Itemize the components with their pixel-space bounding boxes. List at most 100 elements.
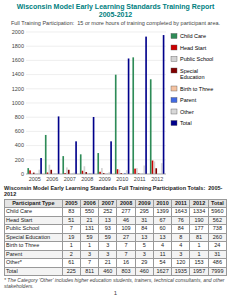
table-header-cell: 2006 [80, 199, 98, 208]
legend-label-line: Head Start [180, 44, 207, 50]
table-cell: 31 [135, 216, 153, 225]
table-header: Participant Type200520062007200820092010… [5, 199, 227, 208]
table-cell: 13 [99, 216, 117, 225]
table-cell: 295 [135, 208, 153, 217]
table-cell: 803 [117, 267, 135, 276]
legend-swatch [171, 86, 177, 91]
table-cell: 109 [117, 225, 135, 234]
bar [99, 171, 101, 173]
legend-swatch [171, 68, 177, 73]
table-cell: Birth to Three [5, 242, 63, 251]
x-tick-label: 2009 [99, 176, 111, 182]
table-cell: 13 [135, 233, 153, 242]
table-cell: 4 [153, 242, 171, 251]
table-row: Total2258114608034601627193519577999 [5, 267, 227, 276]
table-cell: 84 [172, 225, 190, 234]
grid-line [26, 116, 166, 117]
table-cell: 260 [208, 233, 226, 242]
table-cell: Head Start [5, 216, 63, 225]
table-header-cell: 2011 [172, 199, 190, 208]
table-cell: 19 [62, 233, 80, 242]
table-cell: 67 [153, 216, 171, 225]
bar [27, 168, 29, 174]
table-cell: Public School [5, 225, 63, 234]
bar [101, 168, 103, 174]
bar [58, 116, 60, 174]
table-cell: 59 [80, 233, 98, 242]
table-cell: 76 [172, 216, 190, 225]
bar [155, 168, 157, 174]
table-header-cell: 2008 [117, 199, 135, 208]
bar [93, 116, 95, 173]
table-cell: 3 [172, 250, 190, 259]
table-cell: 81 [190, 233, 208, 242]
y-tick-label: 1000 [12, 99, 24, 105]
grid-line [26, 45, 166, 46]
table-cell: 811 [80, 267, 98, 276]
y-tick-label: 1800 [12, 43, 24, 49]
table-cell: 460 [135, 267, 153, 276]
bar [110, 141, 112, 174]
legend-label: Public School [180, 56, 213, 62]
table-cell: 5960 [208, 208, 226, 217]
table-cell: 7 [117, 250, 135, 259]
table-cell: Total [5, 267, 63, 276]
table-cell: 1 [80, 242, 98, 251]
legend-label: Child Care [180, 33, 206, 39]
table-cell: 51 [62, 216, 80, 225]
grid [26, 32, 166, 174]
x-tick-label: 2012 [151, 176, 163, 182]
y-tick-label: 200 [15, 156, 24, 162]
y-tick-label: 600 [15, 128, 24, 134]
table-row: Special Education195959271313881260 [5, 233, 227, 242]
legend-label: SpecialEducation [180, 67, 204, 80]
table-cell: 3 [99, 242, 117, 251]
bar [143, 165, 145, 174]
chart-area: 0200400600800100012001400160018002000200… [4, 27, 227, 184]
table-cell: Special Education [5, 233, 63, 242]
bar [50, 169, 52, 173]
table-cell: 486 [208, 259, 226, 268]
legend-swatch [171, 120, 177, 125]
table-header-cell: 2010 [153, 199, 171, 208]
bar [126, 170, 128, 174]
table-cell: 131 [80, 225, 98, 234]
table-cell: 7 [80, 259, 98, 268]
table-cell: Parent [5, 250, 63, 259]
y-tick-label: 400 [15, 142, 24, 148]
table-row: Public School713193109846084177738 [5, 225, 227, 234]
bar [150, 79, 152, 174]
table-header-cell: Participant Type [5, 199, 63, 208]
legend-swatch [171, 33, 177, 38]
table-row: Child Care835502522772951399164313345960 [5, 208, 227, 217]
table-header-cell: 2012 [190, 199, 208, 208]
table-cell: 84 [135, 225, 153, 234]
legend-swatch [171, 97, 177, 102]
bar [80, 154, 82, 174]
grid-line [26, 74, 166, 75]
table-header-cell: 2009 [135, 199, 153, 208]
legend-label-line: Parent [180, 97, 197, 103]
table-cell: 1334 [190, 208, 208, 217]
legend-label-line: Special [180, 67, 198, 73]
table-cell: 93 [99, 225, 117, 234]
bar [68, 169, 70, 173]
grid-line [26, 102, 166, 103]
table-cell: 54 [153, 259, 171, 268]
table-header-cell: 2005 [62, 199, 80, 208]
table-row: Parent23373113131 [5, 250, 227, 259]
x-tick-label: 2010 [116, 176, 128, 182]
table-cell: 177 [190, 225, 208, 234]
legend-label-line: Education [180, 74, 204, 80]
table-row: Other*61721162954120153486 [5, 259, 227, 268]
table-cell: 1935 [172, 267, 190, 276]
table-cell: 225 [62, 267, 80, 276]
bar [75, 141, 77, 174]
table-cell: 7 [62, 225, 80, 234]
bar [29, 170, 31, 174]
table-cell: 31 [208, 250, 226, 259]
bar [82, 170, 84, 173]
table-cell: 4 [172, 242, 190, 251]
table-cell: 59 [99, 233, 117, 242]
x-tick-label: 2006 [46, 176, 58, 182]
